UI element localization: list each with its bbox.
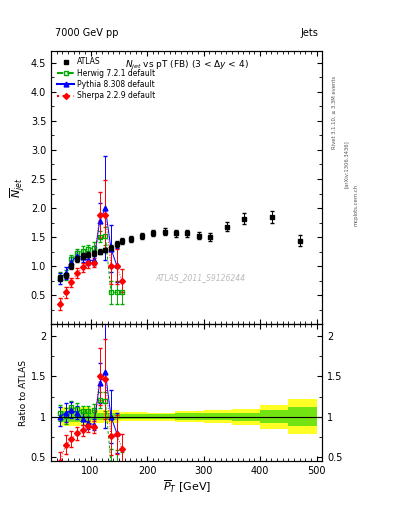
- Text: Jets: Jets: [301, 28, 318, 38]
- X-axis label: $\overline{P}_T$ [GeV]: $\overline{P}_T$ [GeV]: [163, 478, 211, 495]
- Y-axis label: $\overline{N}_{jet}$: $\overline{N}_{jet}$: [9, 177, 28, 198]
- Text: 7000 GeV pp: 7000 GeV pp: [55, 28, 119, 38]
- Text: Rivet 3.1.10, ≥ 3.3M events: Rivet 3.1.10, ≥ 3.3M events: [332, 76, 337, 150]
- Y-axis label: Ratio to ATLAS: Ratio to ATLAS: [19, 359, 28, 425]
- Text: ATLAS_2011_S9126244: ATLAS_2011_S9126244: [155, 273, 245, 282]
- Text: [arXiv:1306.3436]: [arXiv:1306.3436]: [344, 140, 349, 188]
- Text: mcplots.cern.ch: mcplots.cern.ch: [354, 184, 359, 226]
- Legend: ATLAS, Herwig 7.2.1 default, Pythia 8.308 default, Sherpa 2.2.9 default: ATLAS, Herwig 7.2.1 default, Pythia 8.30…: [54, 54, 158, 103]
- Text: $N_{jet}$ vs pT (FB) (3 < $\Delta y$ < 4): $N_{jet}$ vs pT (FB) (3 < $\Delta y$ < 4…: [125, 59, 249, 73]
